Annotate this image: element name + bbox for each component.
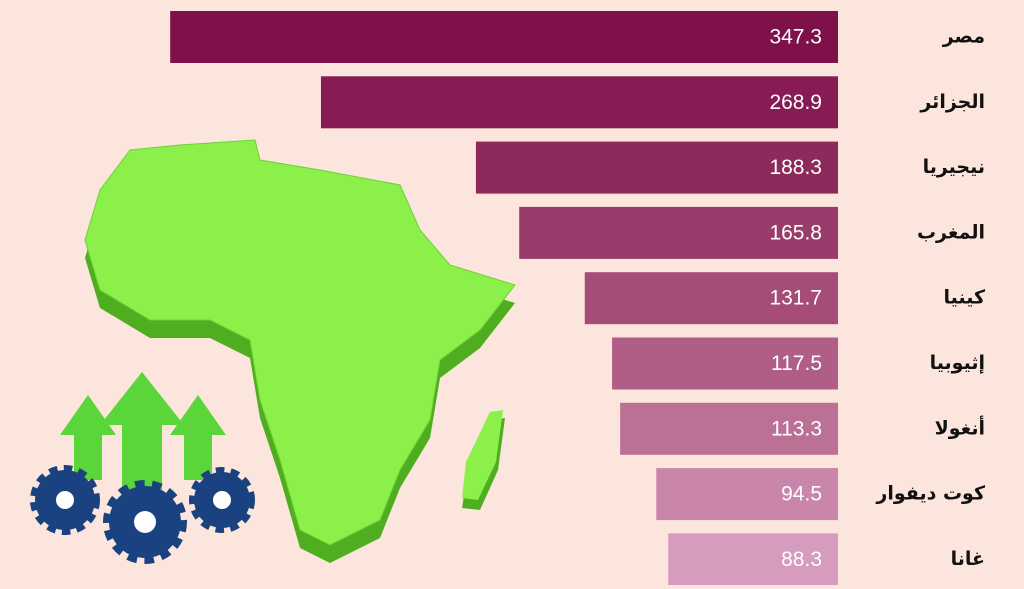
africa-map	[84, 139, 516, 546]
category-label: كوت ديفوار	[875, 483, 986, 505]
value-label: 88.3	[781, 548, 822, 571]
category-label: نيجيريا	[923, 156, 985, 178]
bar	[668, 533, 838, 586]
bar	[519, 206, 838, 259]
illustration	[30, 139, 516, 564]
category-label: غانا	[951, 548, 985, 570]
arrows	[60, 372, 226, 495]
value-label: 113.3	[771, 417, 822, 440]
category-label: مصر	[942, 26, 985, 48]
bar	[475, 141, 838, 194]
bar	[320, 76, 838, 129]
gears	[30, 465, 255, 564]
value-label: 131.7	[769, 287, 822, 310]
category-label: الجزائر	[919, 91, 985, 113]
category-label: المغرب	[917, 221, 985, 243]
bar	[620, 402, 838, 455]
bar	[656, 468, 838, 521]
value-label: 165.8	[769, 221, 822, 244]
value-label: 188.3	[769, 156, 822, 179]
value-label: 268.9	[769, 91, 822, 114]
madagascar	[462, 410, 503, 500]
value-label: 347.3	[769, 26, 822, 49]
bar	[584, 272, 838, 325]
category-label: إثيوبيا	[930, 352, 985, 374]
bar	[612, 337, 838, 390]
category-label: كينيا	[944, 287, 986, 309]
value-label: 94.5	[781, 483, 822, 506]
category-label: أنغولا	[935, 415, 985, 439]
bar	[170, 11, 838, 63]
value-label: 117.5	[771, 352, 822, 375]
